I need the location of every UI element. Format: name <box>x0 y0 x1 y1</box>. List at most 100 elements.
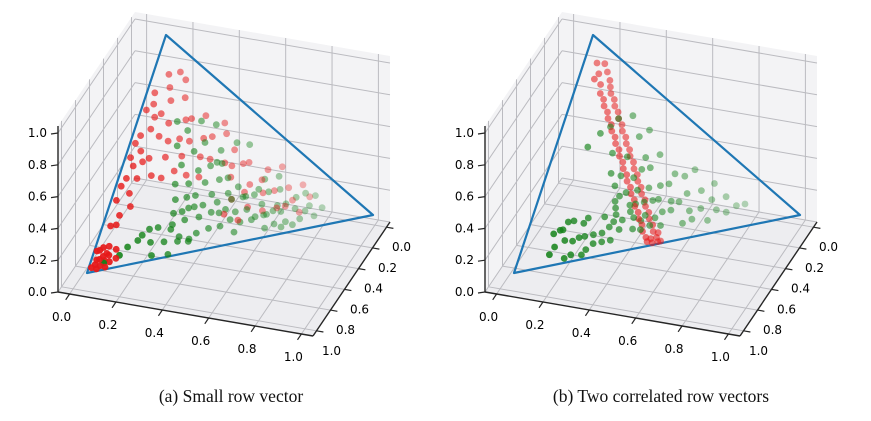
scatter-dot-green <box>722 208 730 216</box>
x-axis-spine <box>484 291 741 337</box>
scatter-dot-green <box>590 231 597 239</box>
scatter-dot-red <box>125 190 133 197</box>
scatter-dot-green <box>556 226 564 234</box>
x-tick <box>584 309 590 317</box>
scatter-dot-red <box>591 75 598 83</box>
scatter-dot-green <box>679 219 686 227</box>
scatter-dot-green <box>645 184 653 192</box>
grid-line <box>635 203 714 319</box>
scatter-dot-green <box>164 251 172 258</box>
scatter-dot-red <box>157 174 165 182</box>
scatter-dot-green <box>657 182 664 190</box>
scatter-dot-red <box>178 152 186 160</box>
z-tick <box>477 259 486 262</box>
scatter-dot-green <box>265 188 273 196</box>
scatter-dot-red <box>182 116 190 124</box>
grid-line <box>484 114 563 229</box>
scatter-dot-green <box>192 192 199 199</box>
scatter-dot-red <box>285 184 293 192</box>
scatter-dot-green <box>195 213 203 221</box>
scatter-dot-green <box>318 204 326 212</box>
scatter-b <box>546 59 749 262</box>
scatter-dot-red <box>239 160 247 168</box>
scatter-dot-red <box>145 154 153 162</box>
scatter-dot-green <box>255 185 263 193</box>
scatter-dot-green <box>312 192 319 200</box>
scatter-dot-red <box>281 202 289 210</box>
scatter-dot-red <box>231 146 239 154</box>
scatter-dot-green <box>686 207 693 215</box>
grid-line <box>208 203 287 319</box>
scatter-dot-red <box>604 108 611 116</box>
x-tick-label: 0.8 <box>664 342 683 356</box>
scatter-dot-red <box>132 139 139 147</box>
y-axis-spine <box>739 221 818 337</box>
scatter-dot-red <box>627 183 634 191</box>
x-tick <box>65 293 71 301</box>
y-tick <box>330 309 338 312</box>
scatter-dot-red <box>221 119 229 127</box>
scatter-a <box>88 68 326 273</box>
grid-line <box>61 286 317 332</box>
scatter-dot-green <box>184 127 192 134</box>
scatter-dot-red <box>607 90 615 97</box>
scatter-dot-green <box>646 222 654 229</box>
scatter-dot-red <box>595 70 603 78</box>
scatter-dot-green <box>184 238 192 245</box>
scatter-dot-red <box>176 135 184 143</box>
scatter-dot-green <box>178 208 186 215</box>
scatter-dot-red <box>607 83 614 91</box>
scatter-dot-red <box>601 60 609 68</box>
scatter-dot-red <box>611 133 619 141</box>
x-tick <box>631 317 637 325</box>
scatter-dot-green <box>296 215 304 223</box>
scatter-dot-red <box>182 171 190 179</box>
scatter-dot-green <box>606 236 614 244</box>
scatter-dot-green <box>605 223 613 231</box>
scatter-dot-red <box>147 172 155 180</box>
scatter-dot-green <box>231 208 239 216</box>
scatter-dot-red <box>616 152 623 160</box>
scatter-dot-red <box>619 158 627 166</box>
scatter-dot-green <box>601 213 609 221</box>
scatter-dot-red <box>622 140 630 148</box>
z-tick-label: 0.8 <box>28 158 47 172</box>
scatter-dot-green <box>675 198 683 206</box>
scatter-dot-green <box>615 115 622 122</box>
scatter-dot-green <box>635 133 643 141</box>
grid-line <box>561 177 818 223</box>
scatter-dot-green <box>561 237 569 244</box>
caption-b: (b) Two correlated row vectors <box>552 386 770 406</box>
scatter-dot-red <box>177 68 184 76</box>
scatter-dot-green <box>289 221 296 229</box>
y-tick <box>386 226 394 229</box>
scatter-dot-red <box>117 182 125 190</box>
scatter-dot-green <box>216 222 224 230</box>
z-tick <box>50 227 59 230</box>
scatter-dot-green <box>629 112 637 120</box>
scatter-dot-red <box>202 112 210 120</box>
grid-line <box>69 179 148 295</box>
scatter-dot-red <box>186 137 193 145</box>
z-tick <box>50 196 59 199</box>
scatter-dot-green <box>147 239 154 246</box>
scatter-dot-red <box>604 115 612 122</box>
scatter-dot-green <box>195 167 202 174</box>
scatter-dot-red <box>273 204 281 212</box>
x-tick-label: 0.0 <box>52 310 71 324</box>
scatter-dot-red <box>306 193 314 201</box>
scatter-dot-red <box>143 106 150 114</box>
scatter-dot-green <box>584 214 592 222</box>
scatter-dot-green <box>697 205 705 212</box>
scatter-dot-red <box>612 140 619 148</box>
z-tick-label: 0.2 <box>455 253 474 267</box>
grid-line <box>561 113 818 159</box>
scatter-dot-green <box>611 198 619 205</box>
z-tick <box>477 132 486 135</box>
scatter-dot-green <box>589 240 597 248</box>
scatter-dot-green <box>270 220 278 228</box>
y-tick <box>743 330 751 333</box>
grid-line <box>681 211 760 327</box>
scatter-dot-green <box>292 193 300 201</box>
scatter-dot-green <box>607 170 615 177</box>
